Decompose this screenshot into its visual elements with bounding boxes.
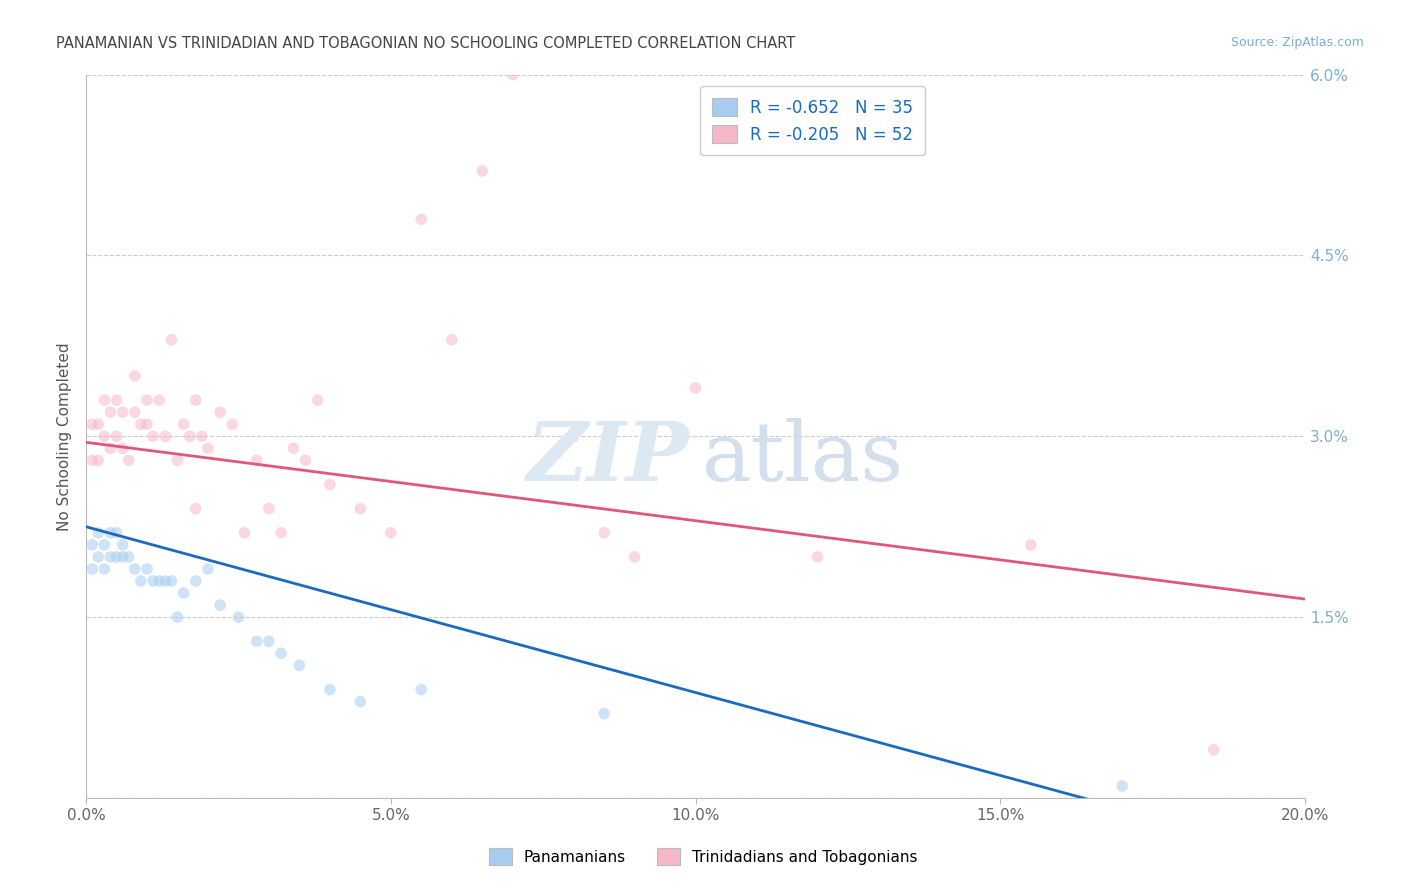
Point <box>307 393 329 408</box>
Text: ZIP: ZIP <box>527 418 689 498</box>
Point <box>142 574 165 588</box>
Point <box>228 610 250 624</box>
Text: Source: ZipAtlas.com: Source: ZipAtlas.com <box>1230 36 1364 49</box>
Point <box>160 574 183 588</box>
Point <box>209 405 232 419</box>
Point <box>82 417 104 432</box>
Point <box>173 417 195 432</box>
Point <box>105 549 128 564</box>
Point <box>319 682 342 697</box>
Point <box>136 393 159 408</box>
Point <box>233 525 256 540</box>
Point <box>105 393 128 408</box>
Point <box>209 598 232 612</box>
Point <box>93 429 115 443</box>
Point <box>294 453 316 467</box>
Point <box>221 417 243 432</box>
Point <box>129 574 152 588</box>
Point <box>111 442 134 456</box>
Point <box>246 634 269 648</box>
Point <box>349 695 371 709</box>
Point <box>471 164 494 178</box>
Point <box>124 369 146 384</box>
Point <box>593 525 616 540</box>
Point <box>160 333 183 347</box>
Point <box>411 212 433 227</box>
Point <box>100 442 122 456</box>
Point <box>411 682 433 697</box>
Point <box>179 429 201 443</box>
Point <box>283 442 305 456</box>
Point <box>440 333 463 347</box>
Text: atlas: atlas <box>702 418 904 498</box>
Point <box>87 453 110 467</box>
Point <box>380 525 402 540</box>
Text: PANAMANIAN VS TRINIDADIAN AND TOBAGONIAN NO SCHOOLING COMPLETED CORRELATION CHAR: PANAMANIAN VS TRINIDADIAN AND TOBAGONIAN… <box>56 36 796 51</box>
Point <box>270 525 292 540</box>
Point <box>155 574 177 588</box>
Point <box>257 501 280 516</box>
Point <box>118 549 141 564</box>
Point <box>124 405 146 419</box>
Point <box>111 405 134 419</box>
Point <box>87 549 110 564</box>
Point <box>105 429 128 443</box>
Point <box>623 549 645 564</box>
Point <box>1019 538 1042 552</box>
Point <box>184 393 207 408</box>
Point <box>100 405 122 419</box>
Point <box>100 549 122 564</box>
Point <box>257 634 280 648</box>
Point <box>87 417 110 432</box>
Point <box>270 646 292 660</box>
Point <box>105 525 128 540</box>
Point <box>82 453 104 467</box>
Point <box>87 525 110 540</box>
Point <box>246 453 269 467</box>
Point <box>142 429 165 443</box>
Point <box>184 574 207 588</box>
Point <box>93 538 115 552</box>
Point <box>82 562 104 576</box>
Point <box>288 658 311 673</box>
Point <box>502 68 524 82</box>
Point <box>184 501 207 516</box>
Point <box>129 417 152 432</box>
Point <box>124 562 146 576</box>
Point <box>148 574 170 588</box>
Point <box>593 706 616 721</box>
Point <box>118 453 141 467</box>
Legend: R = -0.652   N = 35, R = -0.205   N = 52: R = -0.652 N = 35, R = -0.205 N = 52 <box>700 87 925 155</box>
Point <box>166 610 188 624</box>
Point <box>111 538 134 552</box>
Point <box>191 429 214 443</box>
Point <box>685 381 707 395</box>
Point <box>197 562 219 576</box>
Point <box>82 538 104 552</box>
Point <box>136 562 159 576</box>
Point <box>93 393 115 408</box>
Point <box>197 442 219 456</box>
Y-axis label: No Schooling Completed: No Schooling Completed <box>58 342 72 531</box>
Point <box>319 477 342 491</box>
Point <box>349 501 371 516</box>
Point <box>1111 779 1133 793</box>
Point <box>148 393 170 408</box>
Point <box>155 429 177 443</box>
Point <box>111 549 134 564</box>
Point <box>1202 743 1225 757</box>
Point <box>806 549 828 564</box>
Point <box>100 525 122 540</box>
Point <box>562 429 585 443</box>
Point <box>136 417 159 432</box>
Point <box>173 586 195 600</box>
Point <box>93 562 115 576</box>
Point <box>166 453 188 467</box>
Legend: Panamanians, Trinidadians and Tobagonians: Panamanians, Trinidadians and Tobagonian… <box>482 842 924 871</box>
